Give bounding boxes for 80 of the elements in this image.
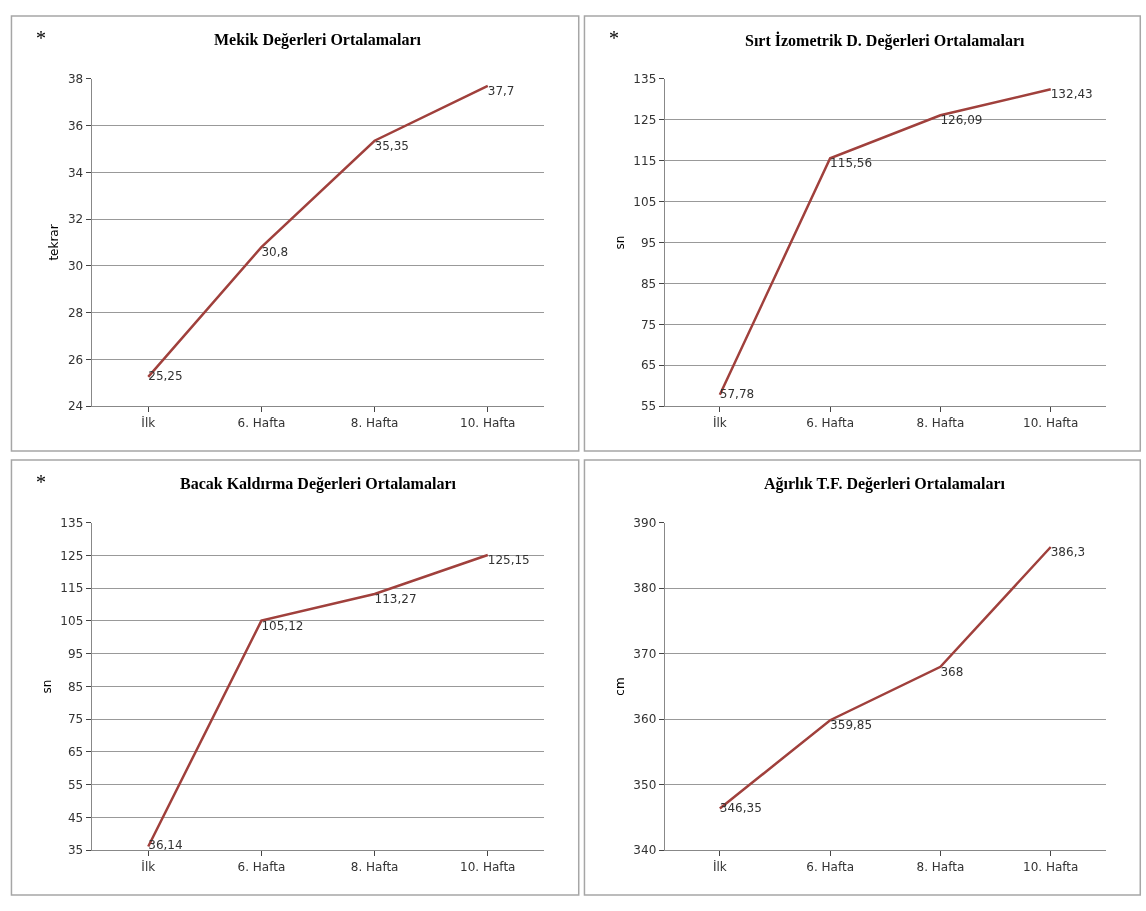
y-axis-title: cm <box>612 677 627 696</box>
chart-title: Sırt İzometrik D. Değerleri Ortalamaları <box>745 31 1026 50</box>
y-tick-label: 55 <box>68 777 84 792</box>
text: * <box>36 27 46 49</box>
y-tick-label: 30 <box>68 259 84 274</box>
x-tick-label: İlk <box>712 414 727 430</box>
data-label: 113,27 <box>374 591 417 606</box>
text: * <box>36 471 46 493</box>
y-axis-title: tekrar <box>47 224 62 261</box>
x-tick-label: 6. Hafta <box>806 415 854 430</box>
data-label: 35,35 <box>374 138 409 153</box>
x-tick-label: 10. Hafta <box>1023 415 1079 430</box>
y-tick-label: 65 <box>641 358 657 373</box>
x-tick-label: 8. Hafta <box>916 859 965 874</box>
data-label: 359,85 <box>830 718 873 733</box>
y-axis-title: sn <box>39 679 54 694</box>
y-tick-label: 32 <box>68 212 84 227</box>
y-tick-label: 35 <box>68 843 84 858</box>
y-tick-label: 350 <box>633 777 657 792</box>
y-tick-label: 24 <box>68 399 84 414</box>
y-tick-label: 115 <box>633 153 657 168</box>
x-tick-label: 6. Hafta <box>806 859 854 874</box>
y-tick-label: 105 <box>633 194 657 209</box>
line-series <box>718 88 1052 397</box>
y-tick-label: 360 <box>633 712 657 727</box>
line-series <box>147 84 490 379</box>
data-label: 368 <box>940 664 964 679</box>
line-series <box>147 553 490 848</box>
x-tick-label: 6. Hafta <box>237 415 286 430</box>
y-tick-label: 135 <box>60 515 84 530</box>
y-tick-label: 125 <box>60 548 84 563</box>
y-tick-label: 135 <box>633 71 657 86</box>
x-tick-label: İlk <box>141 414 156 430</box>
data-label: 36,14 <box>148 838 183 853</box>
x-tick-label: İlk <box>141 858 156 874</box>
x-tick-label: 10. Hafta <box>460 415 516 430</box>
y-tick-label: 85 <box>68 679 84 694</box>
data-label: 346,35 <box>719 800 762 815</box>
y-axis-title: sn <box>612 235 627 250</box>
data-label: 126,09 <box>940 113 983 128</box>
data-label: 57,78 <box>719 386 755 401</box>
y-tick-label: 75 <box>68 712 84 727</box>
data-label: 115,56 <box>830 156 873 171</box>
text: * <box>609 27 619 49</box>
y-tick-label: 38 <box>68 71 84 86</box>
y-tick-label: 95 <box>68 646 84 661</box>
y-tick-label: 75 <box>641 317 657 332</box>
y-tick-label: 370 <box>633 646 657 661</box>
x-tick-label: 8. Hafta <box>350 415 399 430</box>
y-tick-label: 390 <box>633 515 657 530</box>
chart-title: Mekik Değerleri Ortalamaları <box>214 31 422 49</box>
chart-title: Ağırlık T.F. Değerleri Ortalamaları <box>764 475 1006 493</box>
data-label: 25,25 <box>148 368 183 383</box>
data-label: 37,7 <box>487 83 515 98</box>
x-tick-label: 8. Hafta <box>916 415 965 430</box>
y-tick-label: 105 <box>60 614 84 629</box>
x-tick-label: 8. Hafta <box>350 859 399 874</box>
data-label: 125,15 <box>487 553 530 568</box>
data-label: 386,3 <box>1050 545 1086 560</box>
y-tick-label: 55 <box>641 399 657 414</box>
y-tick-label: 36 <box>68 118 84 133</box>
y-tick-label: 340 <box>633 843 657 858</box>
x-tick-label: 10. Hafta <box>460 859 516 874</box>
y-tick-label: 26 <box>68 352 84 367</box>
y-tick-label: 380 <box>633 581 657 596</box>
y-tick-label: 115 <box>60 581 84 596</box>
chart-title: Bacak Kaldırma Değerleri Ortalamaları <box>180 475 457 493</box>
y-tick-label: 95 <box>641 235 657 250</box>
x-tick-label: İlk <box>712 858 727 874</box>
y-tick-label: 125 <box>633 112 657 127</box>
x-tick-label: 10. Hafta <box>1023 859 1079 874</box>
y-tick-label: 45 <box>68 810 84 825</box>
data-label: 105,12 <box>261 618 304 633</box>
y-tick-label: 34 <box>68 165 84 180</box>
data-label: 132,43 <box>1050 87 1093 102</box>
y-tick-label: 65 <box>68 745 84 760</box>
y-tick-label: 28 <box>68 305 84 320</box>
x-tick-label: 6. Hafta <box>237 859 286 874</box>
y-tick-label: 85 <box>641 276 657 291</box>
data-label: 30,8 <box>261 245 289 260</box>
